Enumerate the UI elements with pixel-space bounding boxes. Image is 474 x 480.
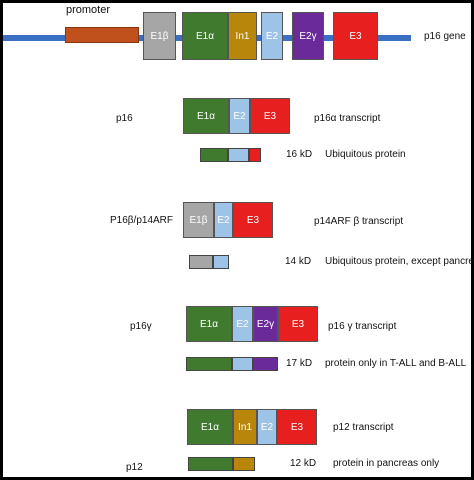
t3-exon-E2: E2 (232, 306, 253, 342)
gene-exon-E1a: E1α (182, 12, 228, 60)
t2-exon-E3: E3 (233, 202, 273, 238)
t3-protein-bar-E2 (232, 357, 253, 371)
t2-protein-desc: Ubiquitous protein, except pancreas (325, 256, 474, 267)
t1-protein-size: 16 kD (286, 149, 313, 160)
transcript-name-p12: p12 (126, 462, 143, 473)
gene-exon-E1b: E1β (143, 12, 176, 60)
promoter-label: promoter (66, 4, 111, 16)
t3-exon-E1a: E1α (186, 306, 232, 342)
t2-exon-E1b: E1β (183, 202, 214, 238)
t1-protein-bar-E3 (249, 148, 261, 162)
transcript-name-p16g: p16γ (130, 321, 152, 332)
gene-exon-E3: E3 (333, 12, 378, 60)
diagram-canvas: promoter E1β E1α In1 E2 E2γ E3 p16 gene … (3, 3, 474, 477)
t3-protein-size: 17 kD (286, 358, 313, 369)
t1-exon-E1a: E1α (183, 98, 229, 134)
t4-exon-E2: E2 (257, 409, 277, 445)
t4-exon-E1a: E1α (187, 409, 233, 445)
transcript-name-p16: p16 (116, 113, 133, 124)
t3-protein-bar-E1a (186, 357, 232, 371)
t2-protein-size: 14 kD (285, 256, 312, 267)
t2-protein-bar-E1b (189, 255, 213, 269)
t1-exon-E2: E2 (229, 98, 250, 134)
t2-transcript-label: p14ARF β transcript (314, 216, 404, 227)
t4-protein-desc: protein in pancreas only (333, 458, 440, 469)
gene-label: p16 gene (424, 31, 466, 42)
t3-transcript-label: p16 γ transcript (328, 321, 397, 332)
transcript-name-p14arf: P16β/p14ARF (110, 215, 174, 226)
t4-protein-bar-In1 (233, 457, 255, 471)
t4-protein-bar-E1a (188, 457, 233, 471)
t1-exon-E3: E3 (250, 98, 290, 134)
t4-protein-size: 12 kD (290, 458, 317, 469)
t4-transcript-label: p12 transcript (333, 422, 394, 433)
t3-protein-desc: protein only in T-ALL and B-ALL (325, 358, 467, 369)
gene-exon-E2g: E2γ (292, 12, 324, 60)
t1-protein-bar-E1a (200, 148, 228, 162)
promoter-box (65, 27, 139, 43)
gene-exon-In1: In1 (228, 12, 257, 60)
t4-exon-In1: In1 (233, 409, 257, 445)
t3-exon-E3: E3 (278, 306, 318, 342)
t2-protein-bar-E2 (213, 255, 229, 269)
t1-transcript-label: p16α transcript (314, 113, 381, 124)
t3-protein-bar-E2g (253, 357, 278, 371)
gene-exon-E2: E2 (261, 12, 283, 60)
t4-exon-E3: E3 (277, 409, 317, 445)
t1-protein-desc: Ubiquitous protein (325, 149, 406, 160)
t3-exon-E2g: E2γ (253, 306, 278, 342)
t1-protein-bar-E2 (228, 148, 249, 162)
t2-exon-E2: E2 (214, 202, 233, 238)
